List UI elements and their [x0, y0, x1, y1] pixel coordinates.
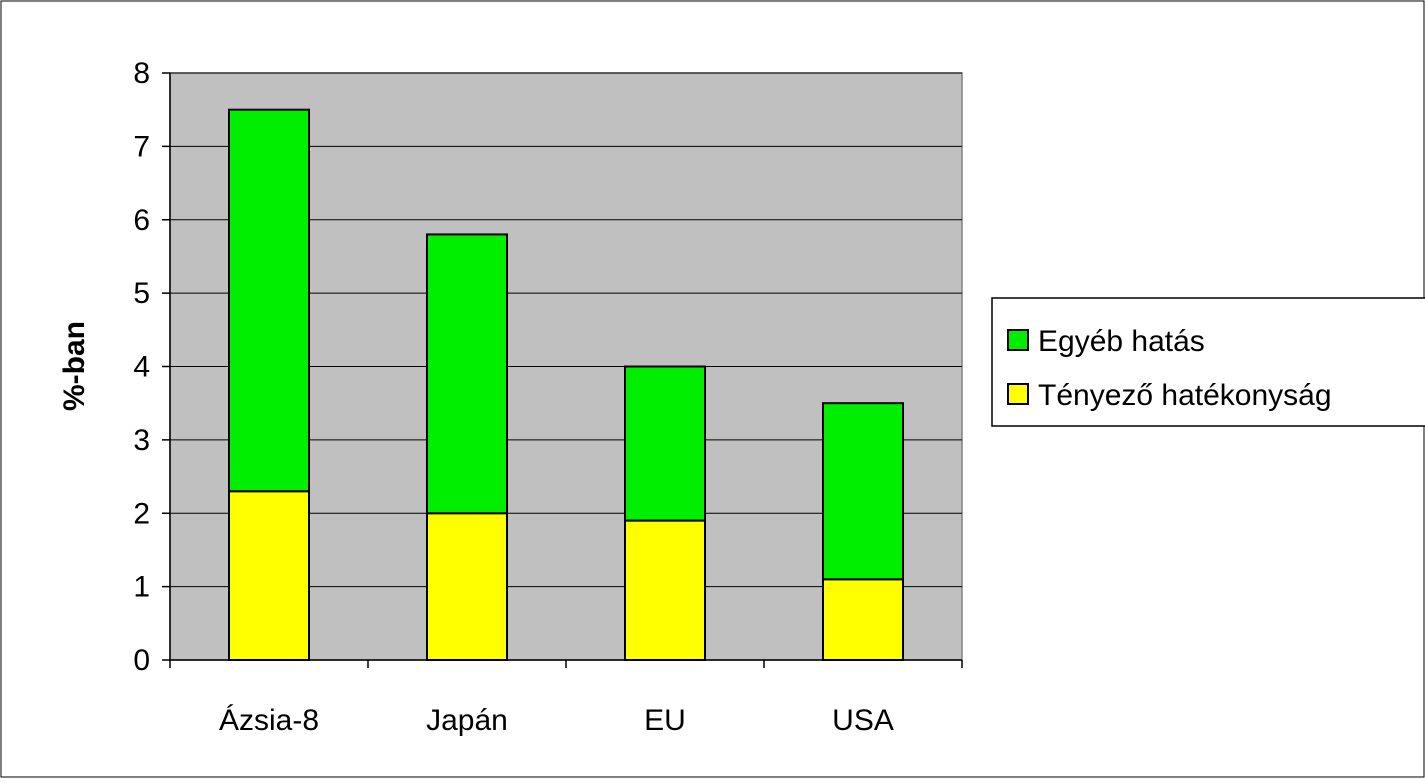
- bar-segment-tenyezo-hatekonysag: [822, 578, 904, 661]
- bar-segment-egyeb-hatas: [822, 402, 904, 581]
- y-tick-label: 1: [133, 571, 150, 604]
- bar-segment-tenyezo-hatekonysag: [228, 490, 310, 661]
- y-axis-label: %-ban: [58, 321, 91, 411]
- y-tick-label: 2: [133, 497, 150, 530]
- x-tick-label: Japán: [426, 704, 508, 737]
- bar-segment-tenyezo-hatekonysag: [624, 519, 706, 662]
- legend-label: Egyéb hatás: [1038, 325, 1205, 358]
- axes: [162, 72, 963, 668]
- bar-segment-egyeb-hatas: [426, 233, 508, 515]
- x-tick-label: EU: [644, 704, 686, 737]
- y-tick-label: 6: [133, 204, 150, 237]
- legend: Egyéb hatás Tényező hatékonyság: [991, 297, 1425, 427]
- y-tick-label: 4: [133, 351, 150, 384]
- y-tick-label: 0: [133, 644, 150, 677]
- x-tick-labels: Ázsia-8 Japán EU USA: [219, 704, 894, 737]
- y-tick-label: 5: [133, 277, 150, 310]
- y-tick-label: 8: [133, 57, 150, 90]
- legend-swatch: [1007, 329, 1029, 351]
- bar-segment-tenyezo-hatekonysag: [426, 512, 508, 661]
- legend-box: [991, 297, 1425, 427]
- x-tick-label: Ázsia-8: [219, 704, 319, 737]
- x-tick-label: USA: [832, 704, 894, 737]
- bar-segment-egyeb-hatas: [228, 108, 310, 493]
- legend-swatch: [1007, 383, 1029, 405]
- y-tick-label: 7: [133, 130, 150, 163]
- bar-segment-egyeb-hatas: [624, 365, 706, 522]
- bars: [228, 108, 904, 662]
- y-tick-labels: 0 1 2 3 4 5 6 7 8: [133, 57, 150, 677]
- legend-label: Tényező hatékonyság: [1038, 379, 1332, 412]
- y-tick-label: 3: [133, 424, 150, 457]
